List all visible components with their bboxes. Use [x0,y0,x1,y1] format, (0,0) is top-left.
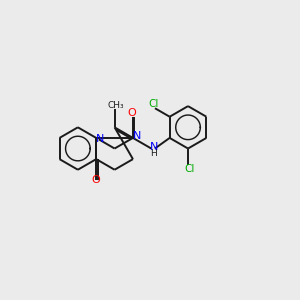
Text: H: H [150,149,157,158]
Text: Cl: Cl [184,164,195,174]
Text: N: N [133,131,141,142]
Text: Cl: Cl [148,99,158,110]
Text: O: O [92,175,100,185]
Text: N: N [149,142,158,152]
Text: CH₃: CH₃ [107,101,124,110]
Text: N: N [96,134,104,144]
Text: O: O [127,108,136,118]
